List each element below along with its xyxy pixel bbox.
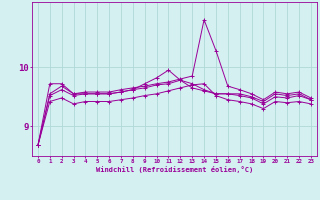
X-axis label: Windchill (Refroidissement éolien,°C): Windchill (Refroidissement éolien,°C)	[96, 166, 253, 173]
